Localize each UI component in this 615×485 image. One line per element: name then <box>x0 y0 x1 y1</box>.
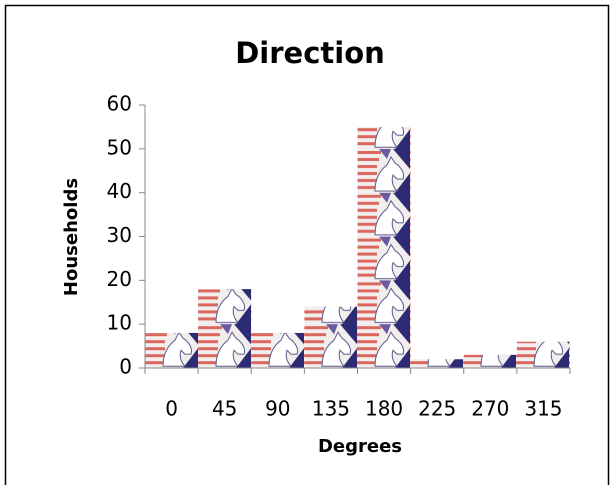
bar <box>357 126 411 369</box>
x-tick-label: 225 <box>418 397 456 421</box>
bar <box>145 332 199 368</box>
bar <box>251 332 305 368</box>
bar <box>463 354 517 368</box>
x-tick-label: 315 <box>524 397 562 421</box>
x-tick-label: 180 <box>365 397 403 421</box>
chart-title: Direction <box>235 36 385 70</box>
frame <box>4 4 610 485</box>
y-tick-label: 60 <box>107 92 132 116</box>
y-tick-label: 50 <box>107 135 132 159</box>
x-axis-title: Degrees <box>318 436 402 457</box>
y-tick-label: 10 <box>107 311 132 335</box>
x-tick-label: 45 <box>212 397 237 421</box>
y-tick-label: 20 <box>107 267 132 291</box>
x-tick-label: 90 <box>265 397 290 421</box>
y-axis-title: Households <box>61 178 82 296</box>
y-tick-label: 30 <box>107 223 132 247</box>
bar <box>304 306 358 368</box>
bar <box>198 289 252 368</box>
x-tick-label: 270 <box>471 397 509 421</box>
x-tick-label: 135 <box>312 397 350 421</box>
bar <box>410 359 464 368</box>
x-tick-label: 0 <box>165 397 178 421</box>
y-tick-label: 0 <box>119 355 132 379</box>
y-tick-label: 40 <box>107 179 132 203</box>
bar <box>516 341 570 368</box>
